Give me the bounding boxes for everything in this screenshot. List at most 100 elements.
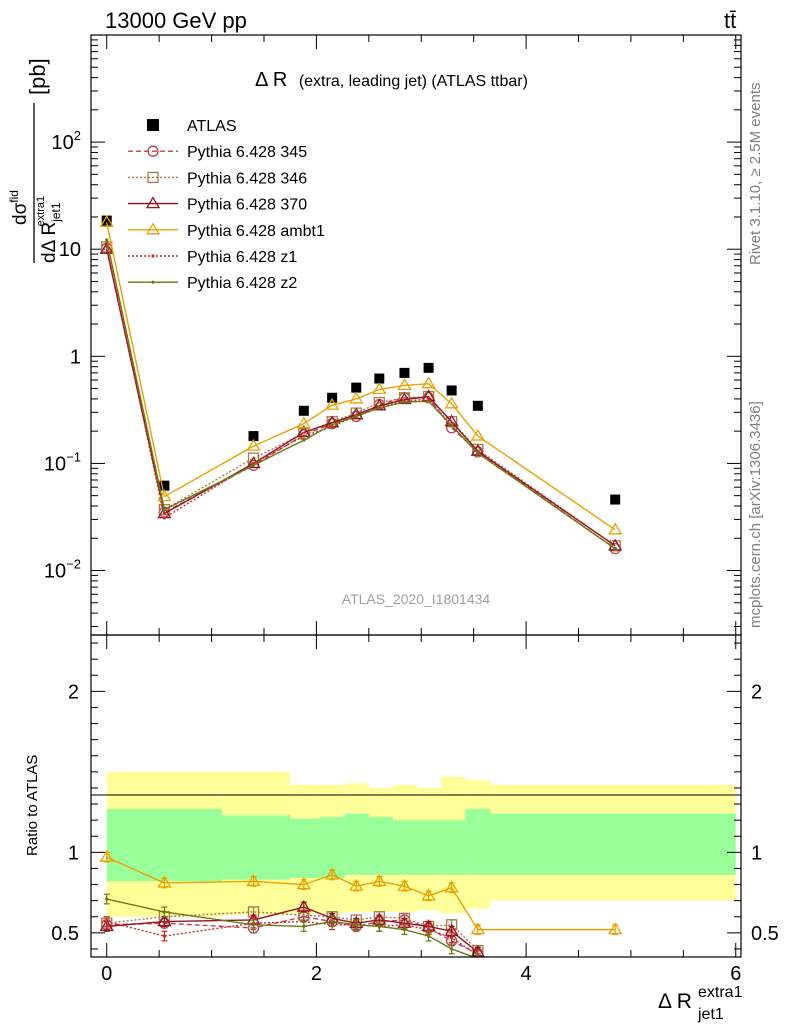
watermark: ATLAS_2020_I1801434 [342, 591, 491, 607]
legend-label: Pythia 6.428 346 [187, 170, 307, 187]
y-tick-label: 1 [70, 346, 81, 368]
legend-label: Pythia 6.428 370 [187, 197, 307, 214]
ratio-point [402, 928, 407, 932]
svg-text:[pb]: [pb] [25, 58, 50, 95]
ratio-point [470, 922, 486, 935]
x-axis-label-sub: jet1 [697, 1006, 724, 1023]
ratio-point [426, 934, 431, 938]
data-point [399, 367, 410, 378]
ratio-band-green [417, 820, 442, 875]
y-tick-label: 102 [52, 128, 81, 154]
data-point [101, 215, 112, 226]
ratio-band-green [222, 815, 291, 880]
ratio-line [106, 856, 616, 931]
x-tick-label: 6 [730, 963, 741, 985]
ratio-series-pythia-6-428-ambt1 [99, 849, 623, 936]
data-point [158, 504, 171, 516]
data-point [377, 406, 381, 410]
ratio-point [349, 878, 364, 891]
ratio-point [377, 924, 381, 929]
data-point [298, 405, 309, 416]
ratio-series-pythia-6-428-z2 [103, 893, 481, 957]
data-point [248, 431, 259, 442]
plot-title-detail: (extra, leading jet) (ATLAS ttbar) [299, 73, 528, 90]
ratio-point [354, 923, 358, 927]
ratio-point [251, 923, 256, 927]
ratio-plot-ticks: 0.5 0.5 1 1 2 2 0 2 4 6 [51, 635, 779, 985]
data-point [327, 392, 338, 403]
data-point [302, 438, 306, 442]
main-plot-series [99, 215, 623, 555]
data-point [302, 434, 306, 438]
data-point [349, 407, 364, 420]
data-point [374, 373, 385, 384]
series-line [106, 222, 616, 531]
ratio-y-tick-label: 2 [68, 681, 79, 703]
main-y-axis-label: [pb] dσfid dΔ Rjet1extra1 [7, 58, 63, 263]
main-plot-ticks: 10−2 10−1 1 10 102 [44, 35, 741, 635]
ratio-band-green [392, 820, 418, 875]
ratio-point [330, 919, 334, 924]
legend-label: Pythia 6.428 z1 [187, 249, 297, 266]
data-point [159, 480, 170, 491]
series-line [106, 239, 616, 550]
data-point [421, 376, 436, 389]
ratio-band-green [441, 820, 466, 875]
ratio-y-tick-label: 0.5 [51, 923, 79, 945]
ratio-point [444, 880, 459, 893]
legend-label: Pythia 6.428 345 [187, 144, 307, 161]
rivet-version-label: Rivet 3.1.10, ≥ 2.5M events [747, 83, 764, 266]
data-point [246, 438, 261, 451]
data-point [296, 416, 311, 429]
data-point [162, 508, 166, 512]
x-tick-label: 2 [311, 963, 322, 985]
x-tick-label: 0 [101, 963, 112, 985]
data-point [99, 241, 114, 254]
legend-label: ATLAS [187, 118, 237, 135]
ratio-point [105, 919, 109, 924]
ratio-point [296, 899, 311, 912]
legend: ATLAS Pythia 6.428 345 Pythia 6.428 346 Pyt… [128, 118, 325, 292]
data-point [372, 382, 387, 395]
ratio-point [157, 914, 172, 927]
ratio-band-green [465, 808, 491, 875]
data-point [446, 385, 457, 396]
data-point [608, 522, 623, 535]
ratio-plot-frame [90, 634, 742, 958]
x-axis-label-sup: extra1 [698, 984, 743, 1001]
ratio-y-axis-label: Ratio to ATLAS [24, 755, 41, 856]
series-atlas [101, 215, 621, 505]
legend-item: Pythia 6.428 ambt1 [128, 222, 325, 240]
ratio-point [296, 877, 311, 890]
data-point [423, 362, 434, 373]
ratio-point [162, 934, 166, 938]
data-point [99, 215, 114, 228]
legend-item: Pythia 6.428 z1 [128, 249, 297, 266]
ratio-point [421, 888, 436, 901]
y-tick-label: 10 [59, 239, 81, 261]
legend-label: Pythia 6.428 z2 [187, 275, 297, 292]
data-point [470, 428, 486, 441]
y-tick-label: 10−2 [44, 557, 81, 583]
legend-marker [145, 222, 161, 235]
data-point [402, 400, 407, 404]
ratio-line [106, 911, 479, 952]
series-pythia-6-428-ambt1 [99, 215, 623, 535]
x-tick-label: 4 [521, 963, 532, 985]
ratio-y-tick-label-right: 2 [751, 681, 762, 703]
data-point [351, 382, 362, 393]
data-point [476, 451, 480, 455]
data-point [324, 397, 340, 410]
data-point [105, 238, 109, 242]
ratio-point [246, 874, 261, 886]
plot-title-main: Δ R [255, 69, 287, 91]
ratio-y-tick-label-right: 1 [751, 842, 762, 864]
data-point [372, 398, 387, 411]
ratio-point [397, 878, 412, 891]
header-process-label: tt̄ [724, 8, 736, 33]
legend-item: Pythia 6.428 345 [128, 144, 307, 161]
legend-marker [147, 171, 159, 184]
ratio-band-green [290, 818, 320, 879]
data-point [444, 396, 459, 409]
x-axis-label: Δ R [658, 990, 692, 1013]
